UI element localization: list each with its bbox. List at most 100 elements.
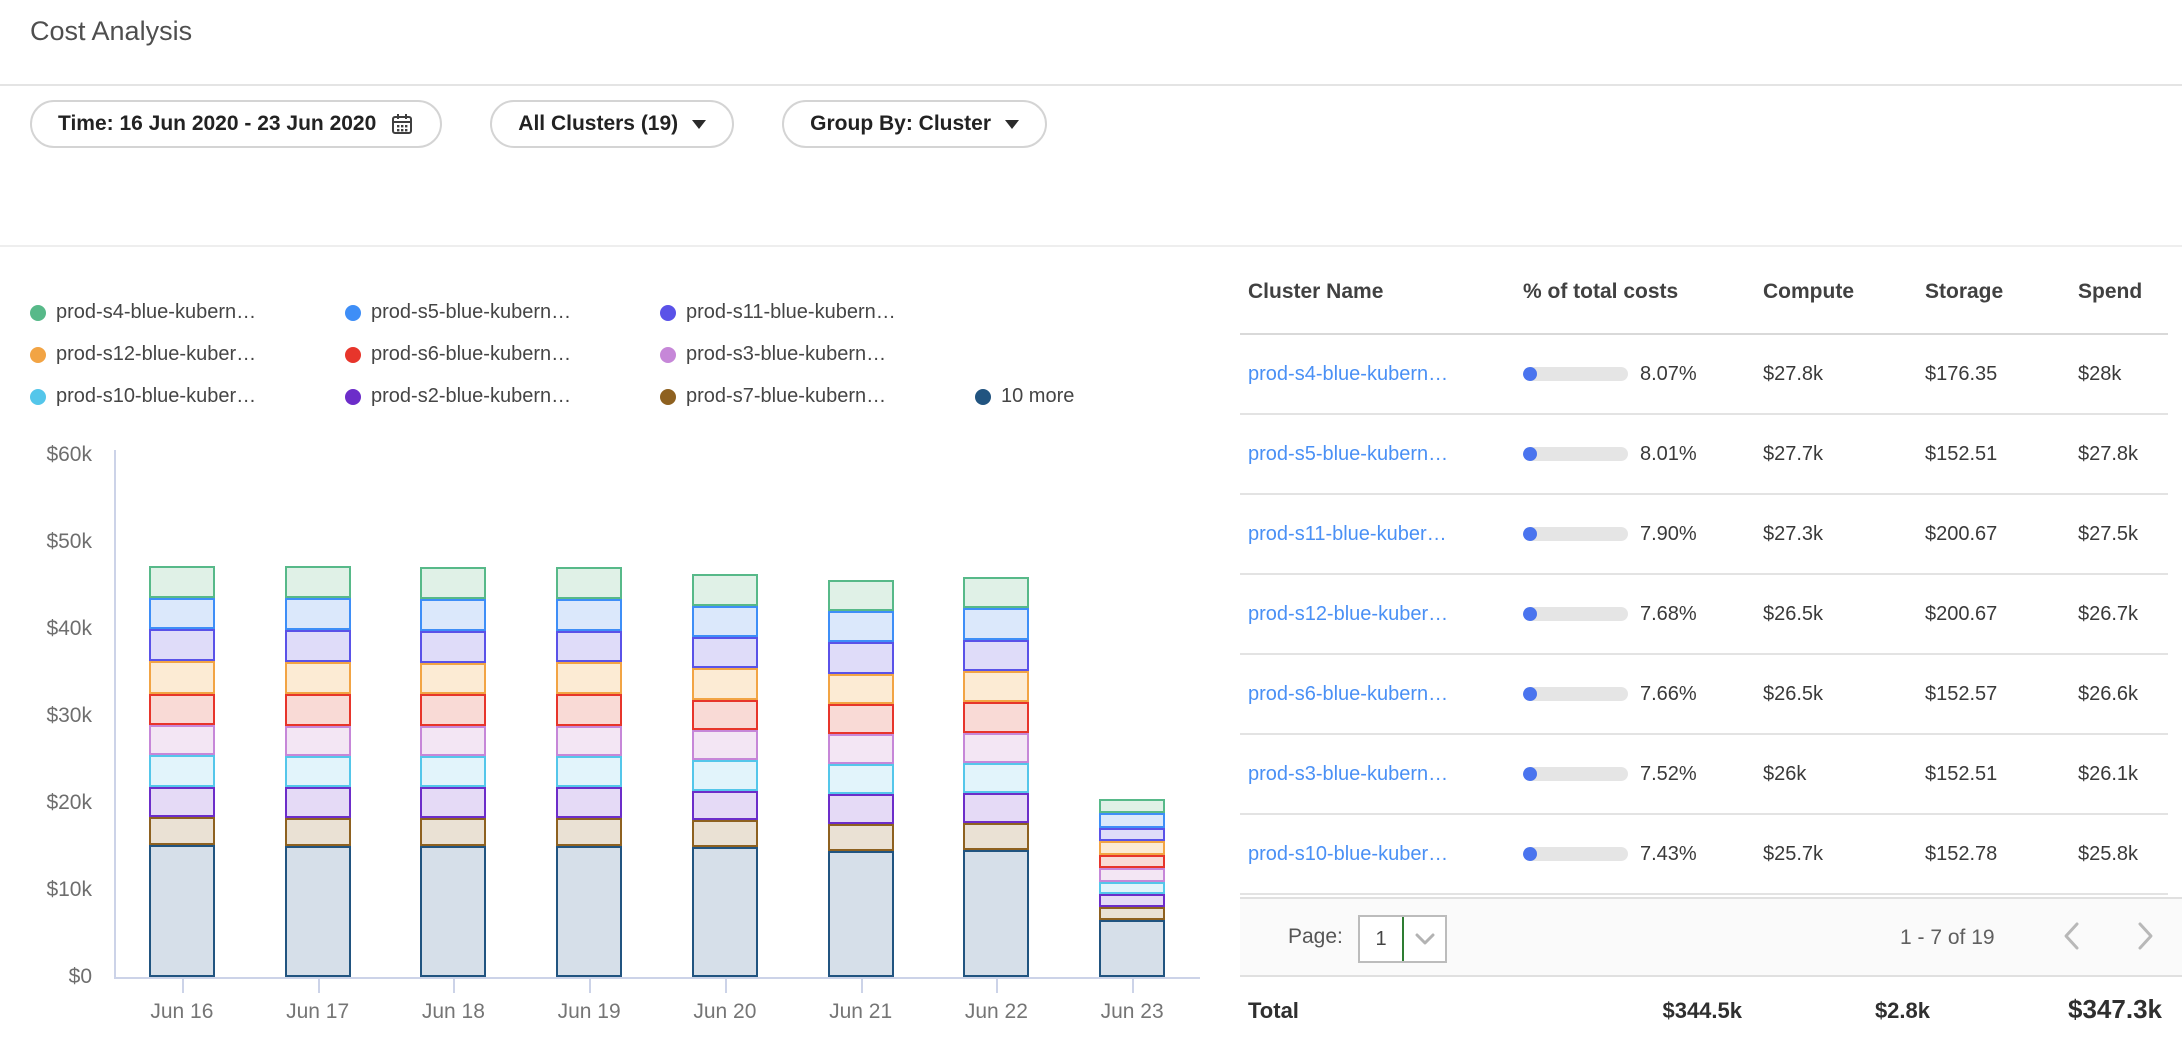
bar-segment[interactable] [284, 725, 351, 757]
cluster-name-link[interactable]: prod-s3-blue-kubern… [1248, 762, 1449, 785]
legend-item[interactable]: prod-s7-blue-kubern… [660, 380, 975, 413]
bar-segment[interactable] [691, 574, 758, 606]
bar-segment[interactable] [420, 817, 487, 846]
bar-segment[interactable] [963, 639, 1030, 671]
cluster-name-link[interactable]: prod-s11-blue-kuber… [1248, 522, 1447, 545]
bar-segment[interactable] [827, 703, 894, 735]
bar-segment[interactable] [827, 642, 894, 674]
bar-segment[interactable] [148, 755, 215, 787]
bar-segment[interactable] [284, 756, 351, 788]
bar-segment[interactable] [963, 608, 1030, 640]
bar-segment[interactable] [827, 763, 894, 795]
bar-segment[interactable] [556, 662, 623, 695]
bar-segment[interactable] [963, 670, 1030, 703]
stacked-bar-jun-17[interactable] [284, 565, 351, 977]
bar-segment[interactable] [1099, 812, 1166, 828]
legend-item[interactable]: prod-s11-blue-kubern… [660, 296, 975, 329]
bar-segment[interactable] [148, 693, 215, 725]
bar-segment[interactable] [420, 566, 487, 599]
bar-segment[interactable] [284, 694, 351, 726]
bar-segment[interactable] [691, 760, 758, 791]
bar-segment[interactable] [148, 844, 215, 977]
legend-item[interactable]: 10 more [975, 380, 1074, 413]
bar-segment[interactable] [556, 630, 623, 663]
bar-segment[interactable] [556, 566, 623, 599]
time-range-filter-button[interactable]: Time: 16 Jun 2020 - 23 Jun 2020 [30, 100, 443, 148]
clusters-filter-button[interactable]: All Clusters (19) [490, 100, 735, 148]
legend-item[interactable]: prod-s10-blue-kuber… [30, 380, 345, 413]
bar-segment[interactable] [1099, 855, 1166, 868]
bar-segment[interactable] [420, 598, 487, 631]
cluster-name-link[interactable]: prod-s5-blue-kubern… [1248, 442, 1449, 465]
bar-segment[interactable] [284, 565, 351, 598]
bar-segment[interactable] [827, 794, 894, 824]
bar-segment[interactable] [420, 845, 487, 977]
bar-segment[interactable] [420, 630, 487, 664]
bar-segment[interactable] [963, 850, 1030, 977]
bar-segment[interactable] [556, 694, 623, 726]
cluster-name-link[interactable]: prod-s12-blue-kuber… [1248, 602, 1449, 625]
bar-segment[interactable] [691, 637, 758, 669]
bar-segment[interactable] [1099, 882, 1166, 894]
next-page-button[interactable] [2137, 921, 2155, 956]
legend-item[interactable]: prod-s3-blue-kubern… [660, 338, 975, 371]
bar-segment[interactable] [1099, 827, 1166, 841]
bar-segment[interactable] [420, 756, 487, 788]
bar-segment[interactable] [284, 597, 351, 631]
legend-item[interactable]: prod-s2-blue-kubern… [345, 380, 660, 413]
legend-item[interactable]: prod-s12-blue-kuber… [30, 338, 345, 371]
bar-segment[interactable] [420, 663, 487, 695]
bar-segment[interactable] [556, 817, 623, 846]
stacked-bar-jun-16[interactable] [148, 565, 215, 977]
cluster-name-link[interactable]: prod-s6-blue-kubern… [1248, 682, 1449, 705]
legend-item[interactable]: prod-s6-blue-kubern… [345, 338, 660, 371]
bar-segment[interactable] [148, 629, 215, 662]
legend-item[interactable]: prod-s4-blue-kubern… [30, 296, 345, 329]
bar-segment[interactable] [963, 793, 1030, 823]
bar-segment[interactable] [963, 823, 1030, 850]
bar-segment[interactable] [420, 787, 487, 818]
bar-segment[interactable] [827, 610, 894, 643]
bar-segment[interactable] [1099, 840, 1166, 856]
bar-segment[interactable] [556, 756, 623, 788]
bar-segment[interactable] [148, 817, 215, 845]
bar-segment[interactable] [420, 694, 487, 726]
bar-segment[interactable] [556, 845, 623, 977]
bar-segment[interactable] [1099, 893, 1166, 907]
bar-segment[interactable] [148, 565, 215, 598]
bar-segment[interactable] [827, 734, 894, 764]
bar-segment[interactable] [691, 847, 758, 977]
bar-segment[interactable] [556, 725, 623, 757]
bar-segment[interactable] [963, 763, 1030, 794]
group-by-filter-button[interactable]: Group By: Cluster [782, 100, 1048, 148]
bar-segment[interactable] [963, 732, 1030, 764]
bar-segment[interactable] [827, 823, 894, 851]
stacked-bar-jun-19[interactable] [556, 566, 623, 977]
bar-segment[interactable] [148, 597, 215, 630]
bar-segment[interactable] [963, 577, 1030, 609]
bar-segment[interactable] [1099, 919, 1166, 977]
stacked-bar-jun-21[interactable] [827, 579, 894, 977]
bar-segment[interactable] [284, 845, 351, 977]
stacked-bar-jun-20[interactable] [691, 574, 758, 977]
legend-item[interactable]: prod-s5-blue-kubern… [345, 296, 660, 329]
bar-segment[interactable] [691, 790, 758, 821]
cluster-name-link[interactable]: prod-s4-blue-kubern… [1248, 362, 1449, 385]
bar-segment[interactable] [691, 668, 758, 700]
bar-segment[interactable] [284, 630, 351, 663]
cluster-name-link[interactable]: prod-s10-blue-kuber… [1248, 842, 1449, 865]
bar-segment[interactable] [1099, 867, 1166, 883]
bar-segment[interactable] [691, 605, 758, 638]
bar-segment[interactable] [556, 787, 623, 818]
previous-page-button[interactable] [2062, 921, 2080, 956]
bar-segment[interactable] [284, 817, 351, 846]
bar-segment[interactable] [148, 724, 215, 756]
stacked-bar-jun-22[interactable] [963, 577, 1030, 977]
bar-segment[interactable] [1099, 798, 1166, 813]
bar-segment[interactable] [1099, 906, 1166, 920]
stacked-bar-jun-18[interactable] [420, 566, 487, 977]
bar-segment[interactable] [691, 730, 758, 761]
bar-segment[interactable] [827, 673, 894, 704]
bar-segment[interactable] [284, 787, 351, 818]
bar-segment[interactable] [556, 598, 623, 631]
